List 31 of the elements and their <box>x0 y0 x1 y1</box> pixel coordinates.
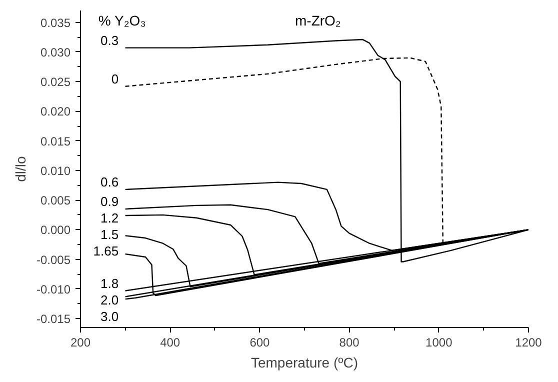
series-label: 0 <box>111 72 119 87</box>
x-tick-label: 400 <box>160 336 180 350</box>
y-tick-label: -0.015 <box>36 312 71 326</box>
series-label: 0.9 <box>100 194 119 210</box>
series-label: 1.8 <box>100 276 119 291</box>
series-label: 0.3 <box>100 33 119 48</box>
y-tick-label: 0.030 <box>40 45 71 60</box>
legend-title: % Y₂O₃ <box>98 12 146 29</box>
x-axis-title: Temperature (ºC) <box>250 354 358 370</box>
chart-title: m-ZrO₂ <box>295 12 341 29</box>
x-tick-label: 1000 <box>426 336 453 350</box>
series-label: 3.0 <box>100 308 119 324</box>
series-label: 1.5 <box>100 227 119 242</box>
y-tick-label: 0.005 <box>40 194 71 208</box>
y-tick-label: -0.005 <box>36 252 71 267</box>
x-tick-label: 1200 <box>515 336 542 350</box>
y-tick-label: -0.010 <box>36 282 71 296</box>
x-tick-label: 800 <box>339 336 360 350</box>
y-tick-label: 0.000 <box>40 223 71 238</box>
y-axis-title: dl/lo <box>12 156 28 182</box>
y-tick-label: 0.020 <box>40 104 71 119</box>
y-tick-label: 0.035 <box>40 16 71 30</box>
x-tick-label: 600 <box>250 336 270 350</box>
x-tick-label: 200 <box>70 336 91 350</box>
y-tick-label: 0.015 <box>40 134 71 148</box>
y-tick-label: 0.025 <box>40 75 71 90</box>
y-tick-label: 0.010 <box>40 164 71 178</box>
series-label: 1.65 <box>93 244 119 259</box>
series-label: 1.2 <box>100 210 119 226</box>
series-label: 2.0 <box>100 292 119 308</box>
series-label: 0.6 <box>100 174 119 190</box>
